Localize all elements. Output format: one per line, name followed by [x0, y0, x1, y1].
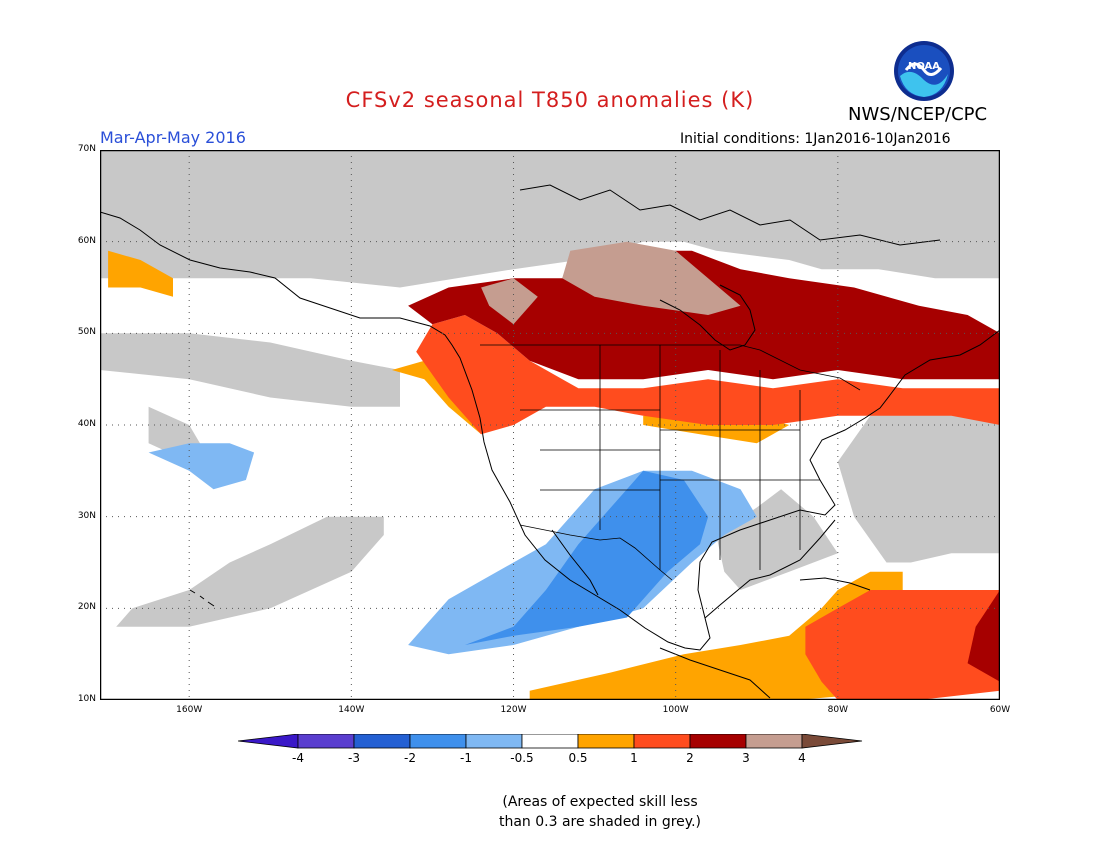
region-anom-pos-3-4-15	[481, 278, 538, 325]
anomaly-regions	[100, 150, 1000, 700]
graticule	[100, 150, 1000, 700]
hawaii	[189, 589, 215, 607]
lon-label: 60W	[989, 705, 1011, 715]
region-anom-neg-1-2-18	[464, 470, 709, 645]
region-anom-pos-0-5-1-6	[108, 250, 173, 297]
region-skill-grey-2	[837, 388, 1000, 563]
north-america-coast	[100, 211, 1000, 651]
lon-label: 80W	[827, 705, 848, 715]
colorbar-label: -4	[292, 751, 304, 765]
lat-label: 30N	[77, 510, 96, 521]
colorbar-label: 1	[630, 751, 638, 765]
colorbar-label: -2	[404, 751, 416, 765]
lat-label: 20N	[77, 602, 96, 613]
colorbar-label: -1	[460, 751, 472, 765]
colorbar-segment	[238, 734, 299, 749]
colorbar-segment	[465, 734, 523, 749]
colorbar-segment	[633, 734, 691, 749]
region-anom-neg-0-5-1-16	[148, 443, 255, 490]
lon-label: 120W	[500, 705, 527, 715]
map-title: CFSv2 seasonal T850 anomalies (K)	[345, 88, 755, 112]
hudson-bay-coast	[659, 284, 756, 351]
colorbar-segment	[745, 734, 803, 749]
agency-label: NWS/NCEP/CPC	[848, 104, 988, 125]
gulf-coast	[704, 519, 836, 619]
region-skill-grey-4	[116, 516, 384, 627]
coastlines	[100, 184, 1000, 699]
state-lines	[520, 345, 820, 570]
lat-label: 40N	[77, 419, 96, 429]
map-frame	[100, 150, 1000, 700]
lon-label: 100W	[662, 705, 689, 715]
central-america-coast	[659, 647, 771, 699]
noaa-logo: NOAA	[893, 40, 955, 106]
region-anom-pos-2-3-12	[408, 250, 1000, 380]
colorbar-label: 2	[686, 751, 694, 765]
colorbar-label: 0.5	[568, 751, 588, 765]
colorbar-label: 3	[742, 751, 750, 765]
anomaly-map	[100, 150, 1000, 700]
colorbar-label: -0.5	[510, 751, 534, 765]
colorbar-segment	[801, 734, 863, 749]
region-skill-grey-1	[100, 333, 400, 407]
region-anom-pos-3-4-14	[562, 241, 741, 315]
initial-conditions-label: Initial conditions: 1Jan2016-10Jan2016	[680, 131, 951, 147]
baja-coast	[551, 529, 599, 596]
cuba	[799, 577, 871, 591]
region-anom-pos-2-3-13	[967, 590, 1000, 682]
region-anom-pos-1-2-10	[416, 315, 1000, 435]
footnote: (Areas of expected skill less than 0.3 a…	[470, 792, 730, 832]
us-canada-border	[480, 344, 861, 391]
colorbar-segment	[577, 734, 635, 749]
lat-label: 70N	[77, 144, 96, 154]
season-label: Mar-Apr-May 2016	[100, 128, 246, 147]
region-anom-pos-1-2-11	[805, 590, 1000, 700]
footnote-line-1: (Areas of expected skill less	[502, 794, 698, 810]
footnote-line-2: than 0.3 are shaded in grey.)	[498, 814, 701, 830]
lon-label: 140W	[338, 705, 365, 715]
colorbar-label: 4	[798, 751, 806, 765]
region-skill-grey-0	[100, 150, 1000, 288]
lat-label: 50N	[77, 327, 96, 338]
region-anom-pos-0-5-1-9	[529, 571, 903, 700]
colorbar-segment	[689, 734, 747, 749]
colorbar-segment	[353, 734, 411, 749]
logo-text: NOAA	[908, 61, 940, 72]
lat-label: 10N	[77, 694, 96, 704]
region-skill-grey-3	[716, 489, 838, 590]
colorbar	[238, 734, 863, 749]
colorbar-label: -3	[348, 751, 360, 765]
lon-label: 160W	[176, 705, 203, 715]
arctic-islands	[519, 184, 941, 246]
lat-label: 60N	[77, 235, 96, 246]
colorbar-segment	[297, 734, 355, 749]
political-borders	[480, 344, 861, 581]
colorbar-segment	[521, 734, 579, 749]
colorbar-segment	[409, 734, 467, 749]
